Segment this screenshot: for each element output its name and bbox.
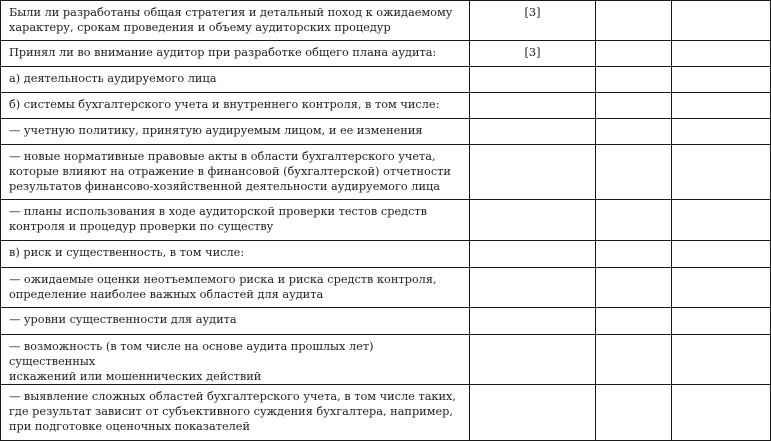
notes-cell[interactable] — [671, 92, 771, 119]
question-cell: — уровни существенности для аудита — [0, 307, 470, 335]
question-cell: б) системы бухгалтерского учета и внутре… — [0, 92, 470, 119]
notes-cell[interactable] — [671, 66, 771, 93]
notes-cell[interactable] — [671, 144, 771, 200]
table-row: Были ли разработаны общая стратегия и де… — [0, 0, 771, 41]
table-row: — ожидаемые оценки неотъемлемого риска и… — [0, 267, 771, 308]
reference-cell: [3] — [469, 40, 596, 67]
notes-cell[interactable] — [671, 199, 771, 241]
table-row: — новые нормативные правовые акты в обла… — [0, 144, 771, 200]
answer-cell[interactable] — [595, 0, 672, 41]
answer-cell[interactable] — [595, 199, 672, 241]
answer-cell[interactable] — [595, 334, 672, 385]
reference-cell — [469, 240, 596, 268]
table-row: — возможность (в том числе на основе ауд… — [0, 334, 771, 385]
question-cell: в) риск и существенность, в том числе: — [0, 240, 470, 268]
table-row: Принял ли во внимание аудитор при разраб… — [0, 40, 771, 67]
answer-cell[interactable] — [595, 240, 672, 268]
question-cell: а) деятельность аудируемого лица — [0, 66, 470, 93]
notes-cell[interactable] — [671, 307, 771, 335]
reference-cell — [469, 267, 596, 308]
question-cell: — выявление сложных областей бухгалтерск… — [0, 384, 470, 441]
reference-cell — [469, 144, 596, 200]
notes-cell[interactable] — [671, 40, 771, 67]
question-cell: — учетную политику, принятую аудируемым … — [0, 118, 470, 145]
reference-cell — [469, 334, 596, 385]
answer-cell[interactable] — [595, 66, 672, 93]
table-row: а) деятельность аудируемого лица — [0, 66, 771, 93]
table-row: — уровни существенности для аудита — [0, 307, 771, 335]
table-row: — планы использования в ходе аудиторской… — [0, 199, 771, 241]
question-cell: — планы использования в ходе аудиторской… — [0, 199, 470, 241]
question-cell: — новые нормативные правовые акты в обла… — [0, 144, 470, 200]
notes-cell[interactable] — [671, 118, 771, 145]
answer-cell[interactable] — [595, 267, 672, 308]
notes-cell[interactable] — [671, 240, 771, 268]
question-cell: — ожидаемые оценки неотъемлемого риска и… — [0, 267, 470, 308]
reference-cell: [3] — [469, 0, 596, 41]
question-cell: — возможность (в том числе на основе ауд… — [0, 334, 470, 385]
reference-cell — [469, 384, 596, 441]
table-row: — учетную политику, принятую аудируемым … — [0, 118, 771, 145]
table-row: б) системы бухгалтерского учета и внутре… — [0, 92, 771, 119]
answer-cell[interactable] — [595, 40, 672, 67]
reference-cell — [469, 307, 596, 335]
answer-cell[interactable] — [595, 118, 672, 145]
question-cell: Были ли разработаны общая стратегия и де… — [0, 0, 470, 41]
reference-cell — [469, 66, 596, 93]
notes-cell[interactable] — [671, 384, 771, 441]
question-cell: Принял ли во внимание аудитор при разраб… — [0, 40, 470, 67]
answer-cell[interactable] — [595, 144, 672, 200]
answer-cell[interactable] — [595, 384, 672, 441]
notes-cell[interactable] — [671, 267, 771, 308]
answer-cell[interactable] — [595, 92, 672, 119]
reference-cell — [469, 92, 596, 119]
table-row: в) риск и существенность, в том числе: — [0, 240, 771, 268]
reference-cell — [469, 118, 596, 145]
notes-cell[interactable] — [671, 334, 771, 385]
answer-cell[interactable] — [595, 307, 672, 335]
table-row: — выявление сложных областей бухгалтерск… — [0, 384, 771, 441]
reference-cell — [469, 199, 596, 241]
notes-cell[interactable] — [671, 0, 771, 41]
